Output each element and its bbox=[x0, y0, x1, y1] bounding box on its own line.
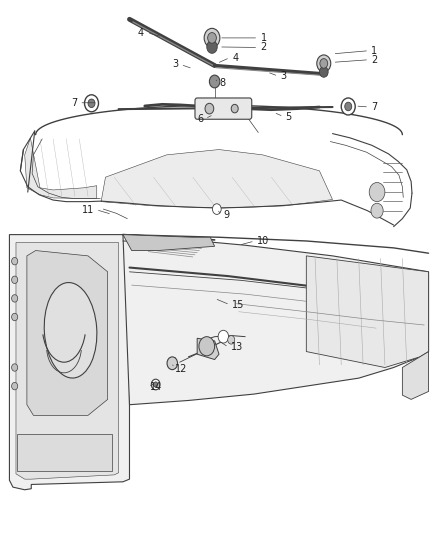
Text: 8: 8 bbox=[219, 78, 225, 88]
Text: 9: 9 bbox=[223, 210, 230, 220]
Circle shape bbox=[12, 382, 18, 390]
Text: 2: 2 bbox=[371, 55, 377, 64]
Circle shape bbox=[153, 382, 158, 387]
Text: 15: 15 bbox=[232, 300, 244, 310]
Polygon shape bbox=[101, 150, 332, 208]
Polygon shape bbox=[306, 256, 428, 368]
Circle shape bbox=[371, 203, 383, 218]
Text: 7: 7 bbox=[71, 98, 77, 108]
Circle shape bbox=[151, 379, 160, 390]
Polygon shape bbox=[16, 243, 119, 479]
FancyBboxPatch shape bbox=[195, 98, 252, 119]
Circle shape bbox=[205, 103, 214, 114]
Circle shape bbox=[317, 55, 331, 72]
Circle shape bbox=[208, 33, 216, 43]
Polygon shape bbox=[17, 434, 112, 471]
Polygon shape bbox=[10, 235, 130, 490]
Circle shape bbox=[228, 336, 235, 344]
Circle shape bbox=[320, 59, 328, 68]
Circle shape bbox=[12, 295, 18, 302]
Circle shape bbox=[218, 330, 229, 343]
Circle shape bbox=[231, 104, 238, 113]
Circle shape bbox=[212, 204, 221, 214]
Text: 3: 3 bbox=[173, 60, 179, 69]
Polygon shape bbox=[123, 235, 215, 251]
Text: 4: 4 bbox=[232, 53, 238, 62]
Circle shape bbox=[209, 75, 220, 88]
Circle shape bbox=[12, 276, 18, 284]
Circle shape bbox=[341, 98, 355, 115]
Circle shape bbox=[12, 257, 18, 265]
Polygon shape bbox=[25, 138, 97, 198]
Text: 5: 5 bbox=[286, 111, 292, 122]
Text: 14: 14 bbox=[150, 382, 162, 392]
Polygon shape bbox=[197, 338, 219, 360]
Circle shape bbox=[204, 28, 220, 47]
Text: 4: 4 bbox=[138, 28, 144, 38]
Circle shape bbox=[167, 357, 177, 369]
Circle shape bbox=[369, 182, 385, 201]
Text: 12: 12 bbox=[175, 364, 188, 374]
Text: 3: 3 bbox=[280, 71, 286, 81]
Circle shape bbox=[199, 337, 215, 356]
Circle shape bbox=[207, 41, 217, 53]
Polygon shape bbox=[403, 352, 428, 399]
Text: 7: 7 bbox=[371, 102, 377, 112]
Text: 1: 1 bbox=[261, 33, 267, 43]
Circle shape bbox=[12, 364, 18, 371]
Ellipse shape bbox=[44, 282, 97, 378]
Polygon shape bbox=[123, 235, 428, 405]
Text: 11: 11 bbox=[82, 205, 95, 215]
Text: 6: 6 bbox=[198, 114, 204, 124]
Circle shape bbox=[12, 313, 18, 321]
Circle shape bbox=[345, 102, 352, 111]
Polygon shape bbox=[27, 251, 108, 415]
Text: 10: 10 bbox=[258, 236, 270, 246]
Circle shape bbox=[85, 95, 99, 112]
Text: 13: 13 bbox=[231, 342, 244, 352]
Circle shape bbox=[88, 99, 95, 108]
Text: 1: 1 bbox=[371, 46, 377, 55]
Text: 2: 2 bbox=[261, 43, 267, 52]
Circle shape bbox=[319, 67, 328, 77]
